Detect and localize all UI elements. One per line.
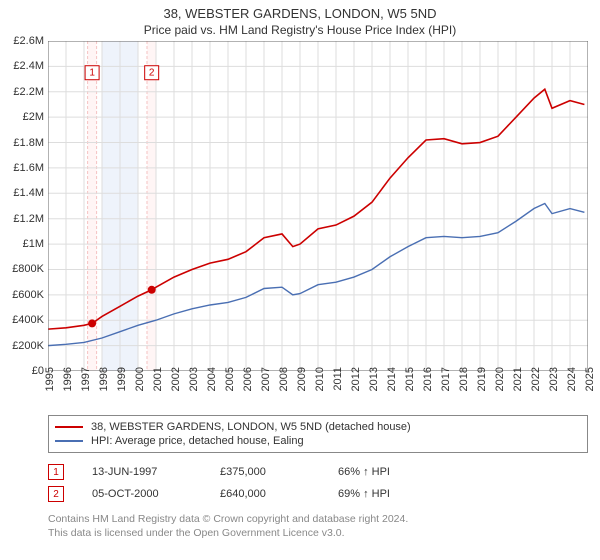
chart-title: 38, WEBSTER GARDENS, LONDON, W5 5ND	[0, 0, 600, 21]
legend-swatch	[55, 426, 83, 428]
sale-row: 2 05-OCT-2000 £640,000 69% ↑ HPI	[48, 483, 588, 505]
x-axis-tick: 2011	[332, 367, 344, 391]
chart-area: 12 £0£200K£400K£600K£800K£1M£1.2M£1.4M£1…	[48, 41, 588, 371]
x-axis-tick: 2002	[170, 367, 182, 391]
y-axis-tick: £2.6M	[0, 35, 44, 47]
x-axis-tick: 2017	[440, 367, 452, 391]
sale-price: £640,000	[220, 488, 310, 500]
x-axis-tick: 2019	[476, 367, 488, 391]
sale-marker: 2	[48, 486, 64, 502]
chart-subtitle: Price paid vs. HM Land Registry's House …	[0, 21, 600, 41]
x-axis-tick: 2013	[368, 367, 380, 391]
legend-label: HPI: Average price, detached house, Eali…	[91, 435, 304, 447]
x-axis-tick: 1995	[44, 367, 56, 391]
x-axis-tick: 2003	[188, 367, 200, 391]
x-axis-tick: 2010	[314, 367, 326, 391]
sale-price: £375,000	[220, 466, 310, 478]
x-axis-tick: 1998	[98, 367, 110, 391]
y-axis-tick: £600K	[0, 289, 44, 301]
y-axis-tick: £2.2M	[0, 86, 44, 98]
attribution: Contains HM Land Registry data © Crown c…	[48, 513, 588, 540]
x-axis-tick: 2021	[512, 367, 524, 391]
sale-delta: 66% ↑ HPI	[338, 466, 390, 478]
legend-item: HPI: Average price, detached house, Eali…	[55, 434, 581, 448]
sale-delta: 69% ↑ HPI	[338, 488, 390, 500]
x-axis-tick: 2012	[350, 367, 362, 391]
x-axis-tick: 2000	[134, 367, 146, 391]
x-axis-tick: 2006	[242, 367, 254, 391]
x-axis-tick: 2015	[404, 367, 416, 391]
y-axis-tick: £400K	[0, 314, 44, 326]
y-axis-tick: £1.8M	[0, 137, 44, 149]
y-axis-tick: £800K	[0, 263, 44, 275]
attribution-line: Contains HM Land Registry data © Crown c…	[48, 513, 588, 527]
y-axis-tick: £1.6M	[0, 162, 44, 174]
line-chart: 12	[48, 41, 588, 371]
x-axis-tick: 2016	[422, 367, 434, 391]
legend-label: 38, WEBSTER GARDENS, LONDON, W5 5ND (det…	[91, 421, 411, 433]
x-axis-tick: 1997	[80, 367, 92, 391]
sale-date: 05-OCT-2000	[92, 488, 192, 500]
x-axis-tick: 2014	[386, 367, 398, 391]
x-axis-tick: 1996	[62, 367, 74, 391]
legend-item: 38, WEBSTER GARDENS, LONDON, W5 5ND (det…	[55, 420, 581, 434]
y-axis-tick: £2M	[0, 111, 44, 123]
y-axis-tick: £1.4M	[0, 187, 44, 199]
sale-date: 13-JUN-1997	[92, 466, 192, 478]
attribution-line: This data is licensed under the Open Gov…	[48, 527, 588, 541]
x-axis-tick: 2008	[278, 367, 290, 391]
x-axis-tick: 2022	[530, 367, 542, 391]
sales-table: 1 13-JUN-1997 £375,000 66% ↑ HPI 2 05-OCT-200…	[48, 461, 588, 505]
legend: 38, WEBSTER GARDENS, LONDON, W5 5ND (det…	[48, 415, 588, 453]
x-axis-tick: 2009	[296, 367, 308, 391]
legend-swatch	[55, 440, 83, 442]
x-axis-tick: 2025	[584, 367, 596, 391]
x-axis-tick: 2001	[152, 367, 164, 391]
x-axis-tick: 1999	[116, 367, 128, 391]
x-axis-tick: 2007	[260, 367, 272, 391]
y-axis-tick: £0	[0, 365, 44, 377]
x-axis-tick: 2020	[494, 367, 506, 391]
y-axis-tick: £1.2M	[0, 213, 44, 225]
svg-text:2: 2	[149, 68, 155, 79]
sale-marker: 1	[48, 464, 64, 480]
x-axis-tick: 2004	[206, 367, 218, 391]
x-axis-tick: 2018	[458, 367, 470, 391]
x-axis-tick: 2023	[548, 367, 560, 391]
x-axis-tick: 2005	[224, 367, 236, 391]
sale-row: 1 13-JUN-1997 £375,000 66% ↑ HPI	[48, 461, 588, 483]
svg-text:1: 1	[89, 68, 95, 79]
x-axis-tick: 2024	[566, 367, 578, 391]
y-axis-tick: £2.4M	[0, 60, 44, 72]
y-axis-tick: £200K	[0, 340, 44, 352]
y-axis-tick: £1M	[0, 238, 44, 250]
